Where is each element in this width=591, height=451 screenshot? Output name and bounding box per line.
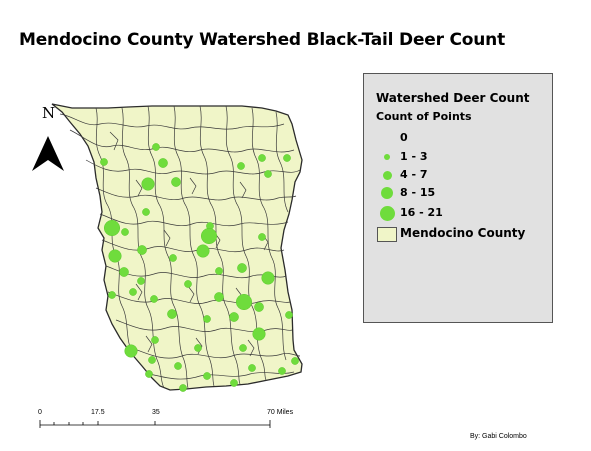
- scale-bar: [39, 420, 271, 428]
- deer-point: [142, 208, 150, 216]
- deer-point: [137, 245, 147, 255]
- deer-point: [137, 277, 145, 285]
- deer-point: [171, 177, 181, 187]
- deer-points: [100, 143, 299, 392]
- legend-class-label: 0: [400, 131, 408, 144]
- deer-point: [203, 315, 211, 323]
- county-swatch: [377, 226, 397, 242]
- scale-label-17-5: 17.5: [91, 409, 105, 416]
- deer-point: [200, 227, 218, 245]
- deer-point: [100, 158, 108, 166]
- deer-point: [152, 143, 160, 151]
- legend-subtitle: Count of Points: [376, 110, 472, 123]
- deer-point: [237, 162, 245, 170]
- deer-point: [215, 267, 223, 275]
- deer-point: [248, 364, 256, 372]
- north-arrow-label: N: [42, 104, 55, 122]
- legend-county: Mendocino County: [376, 224, 551, 244]
- deer-point: [196, 244, 210, 258]
- legend-class-label: 4 - 7: [400, 168, 428, 181]
- deer-point: [264, 170, 272, 178]
- legend-class-16-21: 16 - 21: [376, 203, 551, 223]
- legend-class-0: 0: [376, 128, 551, 148]
- deer-point: [150, 295, 158, 303]
- north-arrow-icon: [32, 136, 64, 171]
- deer-point: [235, 293, 253, 311]
- deer-point: [141, 177, 155, 191]
- deer-point: [239, 344, 247, 352]
- deer-point: [129, 288, 137, 296]
- legend-point-large: [381, 187, 393, 199]
- deer-point: [254, 302, 264, 312]
- legend-point-medium: [382, 170, 392, 180]
- deer-point: [214, 292, 224, 302]
- county-outline: [51, 103, 303, 391]
- legend-title: Watershed Deer Count: [376, 91, 530, 105]
- deer-point: [285, 311, 293, 319]
- deer-point: [184, 280, 192, 288]
- deer-point: [169, 254, 177, 262]
- legend-class-label: 16 - 21: [400, 206, 443, 219]
- deer-point: [278, 367, 286, 375]
- map-title: Mendocino County Watershed Black-Tail De…: [19, 30, 505, 50]
- deer-point: [194, 344, 202, 352]
- deer-point: [121, 228, 129, 236]
- legend-point-small: [384, 154, 390, 160]
- legend-class-label: 1 - 3: [400, 150, 428, 163]
- deer-point: [167, 309, 177, 319]
- deer-point: [108, 291, 116, 299]
- legend-class-1-3: 1 - 3: [376, 147, 551, 167]
- deer-point: [291, 357, 299, 365]
- deer-point: [103, 219, 121, 237]
- deer-point: [258, 233, 266, 241]
- deer-point: [119, 267, 129, 277]
- legend-class-label: 8 - 15: [400, 186, 436, 199]
- legend-county-label: Mendocino County: [400, 226, 526, 240]
- deer-point: [148, 356, 156, 364]
- deer-point: [174, 362, 182, 370]
- deer-point: [261, 271, 275, 285]
- legend-class-8-15: 8 - 15: [376, 183, 551, 203]
- deer-point: [179, 384, 187, 392]
- deer-point: [203, 372, 211, 380]
- deer-point: [283, 154, 291, 162]
- deer-point: [229, 312, 239, 322]
- legend-class-4-7: 4 - 7: [376, 165, 551, 185]
- legend-point-xlarge: [379, 205, 395, 221]
- deer-point: [124, 344, 138, 358]
- deer-point: [252, 327, 266, 341]
- deer-point: [237, 263, 247, 273]
- legend-panel: Watershed Deer Count Count of Points 0 1…: [363, 73, 553, 323]
- deer-point: [145, 370, 153, 378]
- deer-point: [230, 379, 238, 387]
- deer-point: [151, 336, 159, 344]
- scale-label-70-miles: 70 Miles: [267, 409, 294, 416]
- scale-label-35: 35: [152, 409, 160, 416]
- deer-point: [158, 158, 168, 168]
- scale-label-0: 0: [38, 409, 42, 416]
- author-credit: By: Gabi Colombo: [470, 433, 527, 440]
- deer-point: [258, 154, 266, 162]
- deer-point: [108, 249, 122, 263]
